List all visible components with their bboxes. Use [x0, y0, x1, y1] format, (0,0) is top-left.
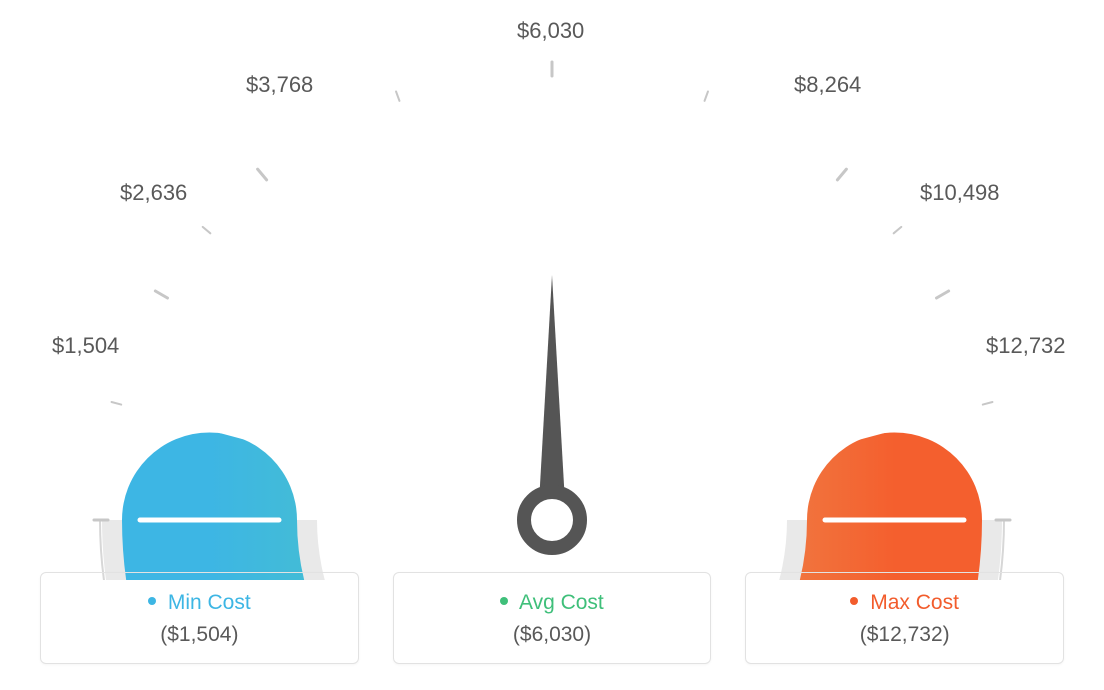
legend-label: Max Cost: [870, 591, 959, 614]
gauge-tick-label: $2,636: [120, 180, 187, 206]
gauge-tick-label: $1,504: [52, 333, 119, 359]
legend-value-max: ($12,732): [756, 623, 1053, 647]
legend-title-max: Max Cost: [756, 591, 1053, 615]
legend-value-min: ($1,504): [51, 623, 348, 647]
legend-label: Avg Cost: [519, 591, 604, 614]
legend-card-avg: Avg Cost ($6,030): [393, 572, 712, 664]
legend-dot-max: [850, 597, 858, 605]
legend-value-avg: ($6,030): [404, 623, 701, 647]
gauge-svg: [52, 60, 1052, 580]
legend-title-avg: Avg Cost: [404, 591, 701, 615]
legend-card-max: Max Cost ($12,732): [745, 572, 1064, 664]
gauge-tick-label: $12,732: [986, 333, 1066, 359]
legend-card-min: Min Cost ($1,504): [40, 572, 359, 664]
gauge-tick-label: $8,264: [794, 72, 861, 98]
legend-dot-min: [148, 597, 156, 605]
gauge-tick-label: $3,768: [246, 72, 313, 98]
legend-row: Min Cost ($1,504) Avg Cost ($6,030) Max …: [0, 572, 1104, 664]
legend-title-min: Min Cost: [51, 591, 348, 615]
legend-dot-avg: [500, 597, 508, 605]
gauge-tick-label: $6,030: [517, 18, 584, 44]
gauge-tick-label: $10,498: [920, 180, 1000, 206]
gauge-chart: $1,504 $2,636 $3,768 $6,030 $8,264 $10,498 $12…: [0, 0, 1104, 560]
legend-label: Min Cost: [168, 591, 251, 614]
